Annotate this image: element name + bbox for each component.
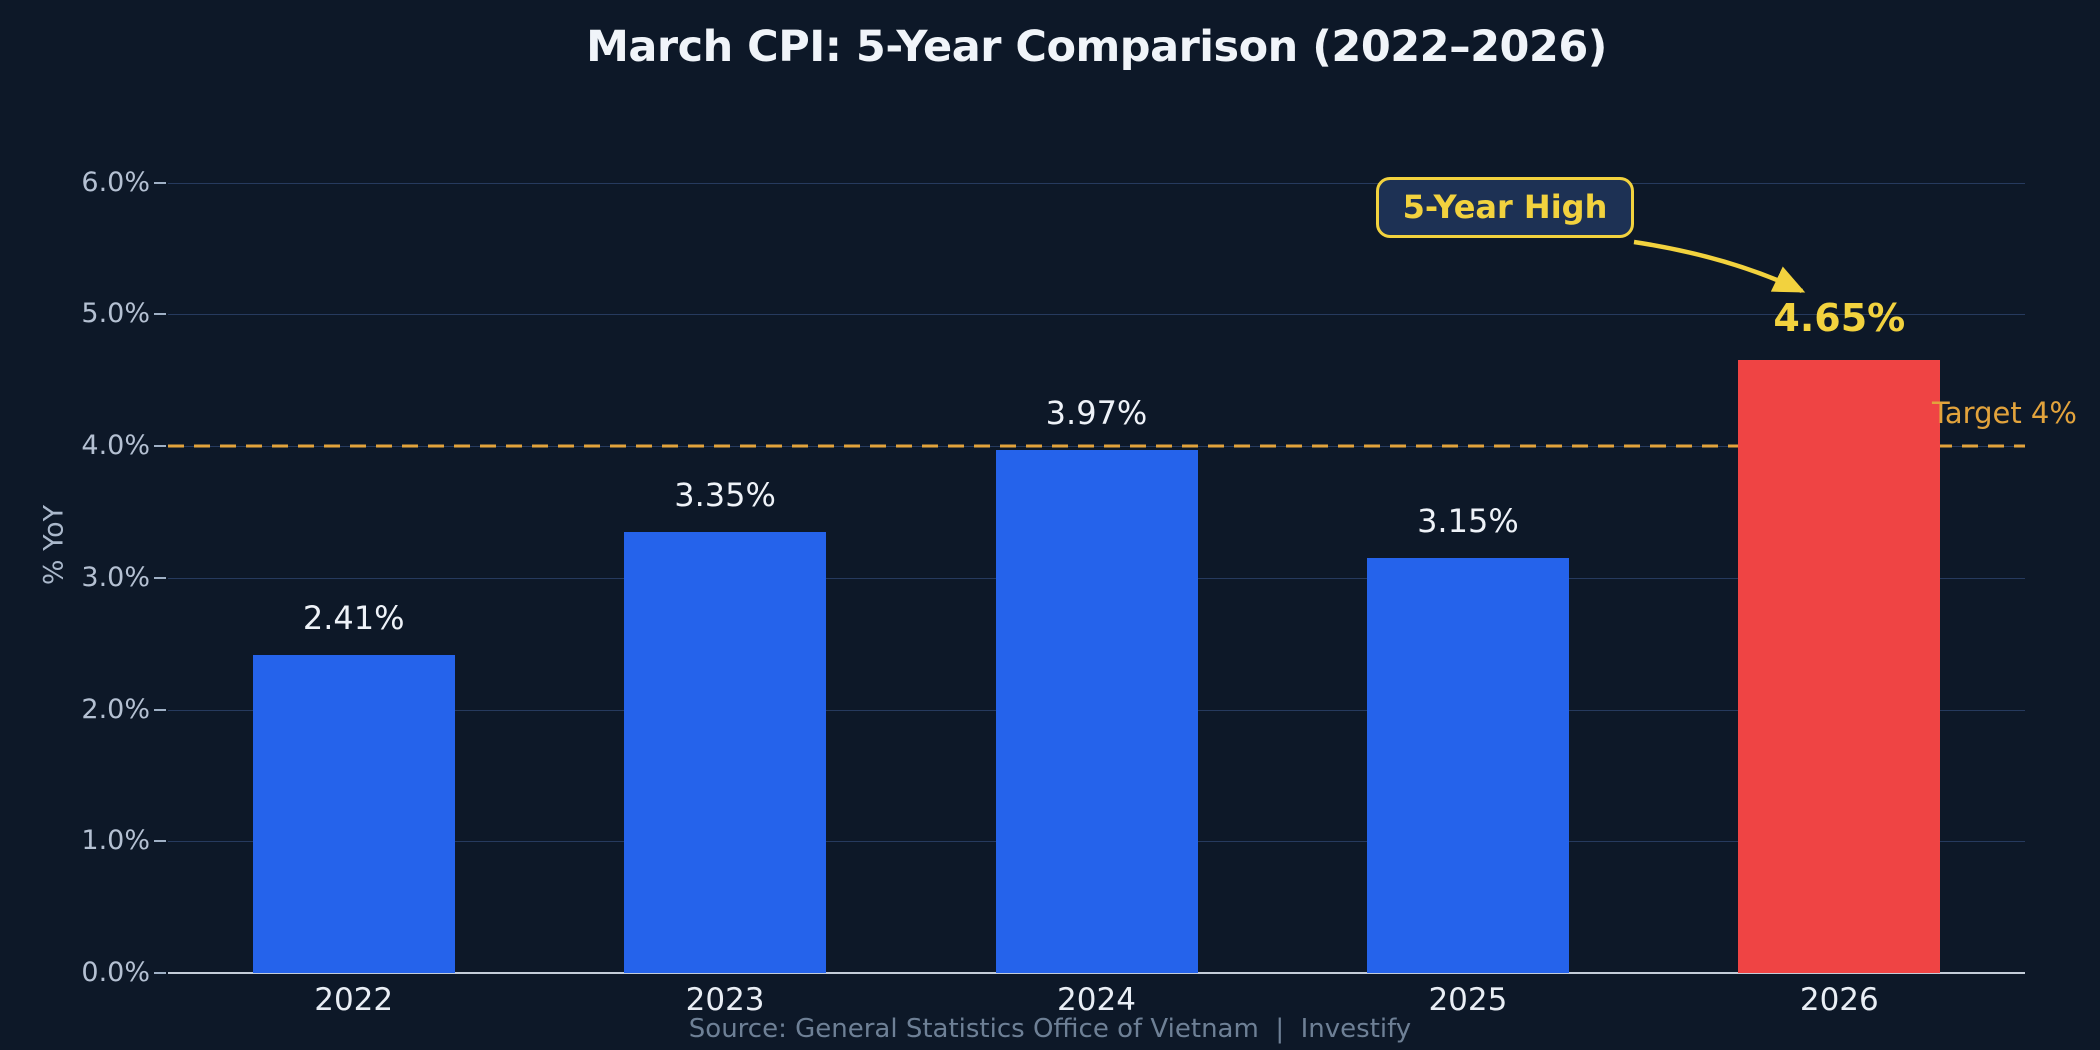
y-tick-label: 3.0% bbox=[81, 561, 150, 593]
bar-value-label: 3.35% bbox=[674, 475, 776, 514]
y-tick-label: 6.0% bbox=[81, 166, 150, 198]
five-year-high-callout: 5-Year High bbox=[1376, 177, 1634, 238]
bar-2026 bbox=[1738, 360, 1941, 973]
source-caption: Source: General Statistics Office of Vie… bbox=[688, 1014, 1412, 1044]
bar-2024 bbox=[995, 449, 1198, 973]
y-tick-label: 0.0% bbox=[81, 957, 150, 988]
x-tick-label: 2026 bbox=[1799, 982, 1879, 1018]
bar-value-label: 3.97% bbox=[1045, 393, 1148, 432]
y-tick-label: 5.0% bbox=[81, 298, 150, 330]
y-tick-mark bbox=[154, 972, 166, 974]
y-tick-label: 4.0% bbox=[81, 430, 150, 462]
y-tick-mark bbox=[154, 708, 166, 711]
gridline bbox=[168, 182, 2025, 184]
bar-2022 bbox=[252, 655, 455, 973]
bar-2025 bbox=[1366, 558, 1569, 973]
x-tick-label: 2023 bbox=[685, 982, 765, 1018]
chart-title: March CPI: 5-Year Comparison (2022–2026) bbox=[586, 22, 1607, 72]
bar-value-label: 2.41% bbox=[302, 599, 405, 638]
y-tick-label: 2.0% bbox=[81, 693, 150, 725]
bar-value-label: 4.65% bbox=[1773, 296, 1906, 341]
y-axis-label: % YoY bbox=[38, 504, 70, 586]
y-tick-mark bbox=[154, 181, 166, 184]
y-tick-mark bbox=[154, 576, 166, 579]
y-tick-mark bbox=[154, 445, 166, 448]
x-axis-line bbox=[168, 972, 2025, 974]
y-tick-mark bbox=[154, 840, 166, 843]
y-tick-label: 1.0% bbox=[81, 825, 150, 857]
x-tick-label: 2022 bbox=[314, 982, 394, 1018]
gridline bbox=[168, 314, 2025, 316]
bar-2023 bbox=[624, 531, 827, 973]
annotation-arrow bbox=[1633, 239, 1806, 294]
y-tick-mark bbox=[154, 313, 166, 316]
x-tick-label: 2024 bbox=[1057, 982, 1136, 1018]
bar-value-label: 3.15% bbox=[1417, 502, 1519, 540]
x-tick-label: 2025 bbox=[1428, 982, 1508, 1018]
target-line-label: Target 4% bbox=[1932, 396, 2077, 430]
